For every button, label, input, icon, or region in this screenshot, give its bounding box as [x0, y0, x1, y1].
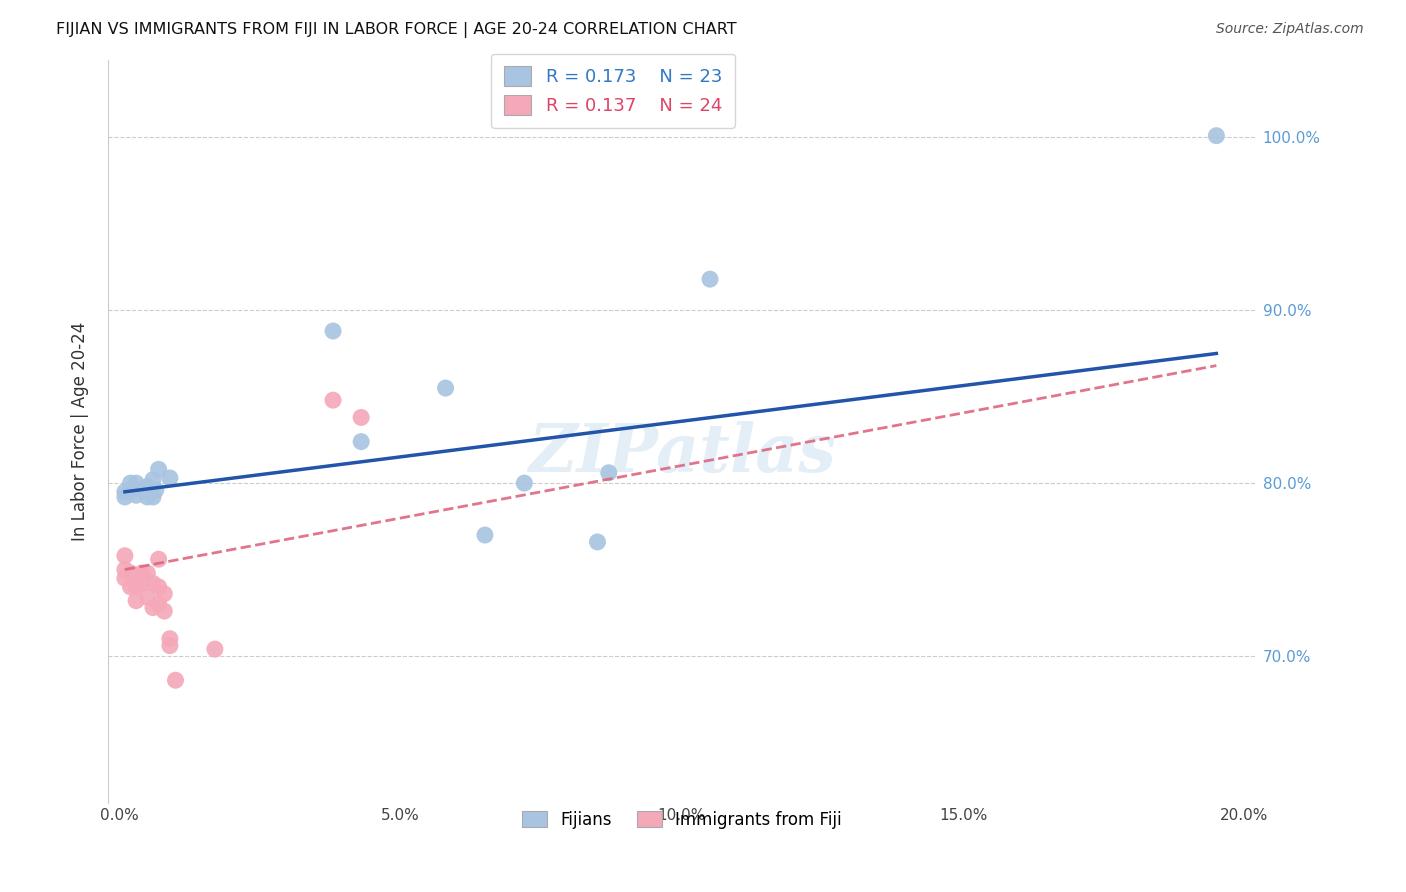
Point: [145, 483, 167, 497]
Point: [125, 593, 148, 607]
Point: [153, 604, 176, 618]
Point: [598, 466, 620, 480]
Point: [165, 673, 187, 688]
Point: [1205, 128, 1227, 143]
Point: [142, 600, 165, 615]
Point: [136, 490, 159, 504]
Point: [142, 576, 165, 591]
Point: [114, 490, 136, 504]
Point: [136, 591, 159, 605]
Point: [148, 462, 170, 476]
Point: [114, 571, 136, 585]
Point: [125, 476, 148, 491]
Point: [159, 639, 181, 653]
Point: [350, 410, 373, 425]
Text: FIJIAN VS IMMIGRANTS FROM FIJI IN LABOR FORCE | AGE 20-24 CORRELATION CHART: FIJIAN VS IMMIGRANTS FROM FIJI IN LABOR …: [56, 22, 737, 38]
Point: [142, 473, 165, 487]
Point: [322, 393, 344, 408]
Point: [350, 434, 373, 449]
Point: [148, 597, 170, 611]
Point: [434, 381, 457, 395]
Legend: Fijians, Immigrants from Fiji: Fijians, Immigrants from Fiji: [516, 805, 848, 836]
Point: [114, 549, 136, 563]
Point: [120, 476, 142, 491]
Point: [131, 483, 153, 497]
Point: [148, 580, 170, 594]
Point: [131, 576, 153, 591]
Point: [131, 566, 153, 580]
Point: [148, 552, 170, 566]
Point: [125, 488, 148, 502]
Point: [114, 484, 136, 499]
Point: [474, 528, 496, 542]
Point: [142, 490, 165, 504]
Point: [114, 563, 136, 577]
Point: [136, 566, 159, 580]
Point: [120, 566, 142, 580]
Y-axis label: In Labor Force | Age 20-24: In Labor Force | Age 20-24: [72, 322, 89, 541]
Point: [322, 324, 344, 338]
Point: [699, 272, 721, 286]
Point: [204, 642, 226, 657]
Point: [586, 535, 609, 549]
Point: [136, 480, 159, 494]
Point: [153, 587, 176, 601]
Text: Source: ZipAtlas.com: Source: ZipAtlas.com: [1216, 22, 1364, 37]
Text: ZIPatlas: ZIPatlas: [527, 421, 835, 486]
Point: [159, 632, 181, 646]
Point: [513, 476, 536, 491]
Point: [125, 580, 148, 594]
Point: [159, 471, 181, 485]
Point: [120, 483, 142, 497]
Point: [120, 580, 142, 594]
